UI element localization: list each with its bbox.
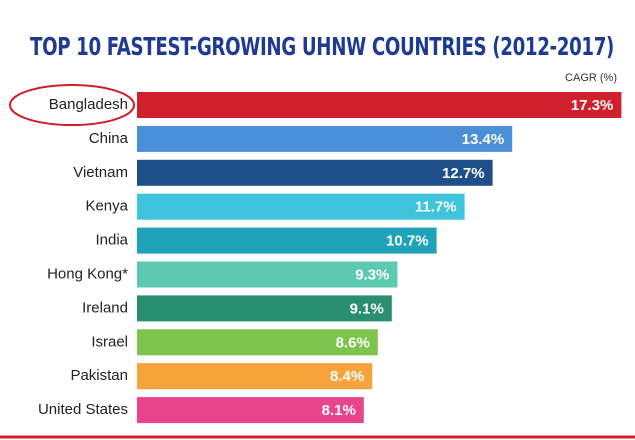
bar [137,159,493,186]
value-label: 9.1% [350,300,384,317]
category-label: Israel [91,333,128,350]
value-label: 13.4% [462,131,505,148]
axis-label: CAGR (%) [565,72,617,84]
category-label: Bangladesh [49,96,128,113]
bar [137,329,378,356]
value-label: 8.6% [336,334,370,351]
value-label: 8.4% [330,368,364,385]
bar [137,92,622,118]
value-label: 9.3% [355,266,389,283]
bar [137,125,513,152]
value-label: 8.1% [322,402,356,419]
value-label: 17.3% [571,97,614,114]
category-label: Ireland [82,299,128,316]
bar [137,227,437,254]
bar [137,261,398,288]
highlight-ellipse [9,84,135,126]
value-label: 10.7% [386,233,429,250]
category-label: Vietnam [73,164,128,181]
category-label: United States [38,401,128,418]
bar [137,295,392,322]
chart-title: TOP 10 FASTEST-GROWING UHNW COUNTRIES (2… [30,32,614,61]
category-label: Pakistan [70,367,128,384]
category-label: Kenya [85,198,128,215]
value-label: 11.7% [415,199,457,216]
bar [137,397,364,424]
value-label: 12.7% [442,165,485,182]
category-label: India [95,232,128,249]
category-label: China [89,130,129,147]
bar [137,363,373,390]
bar [137,193,465,220]
category-label: Hong Kong* [47,265,128,282]
